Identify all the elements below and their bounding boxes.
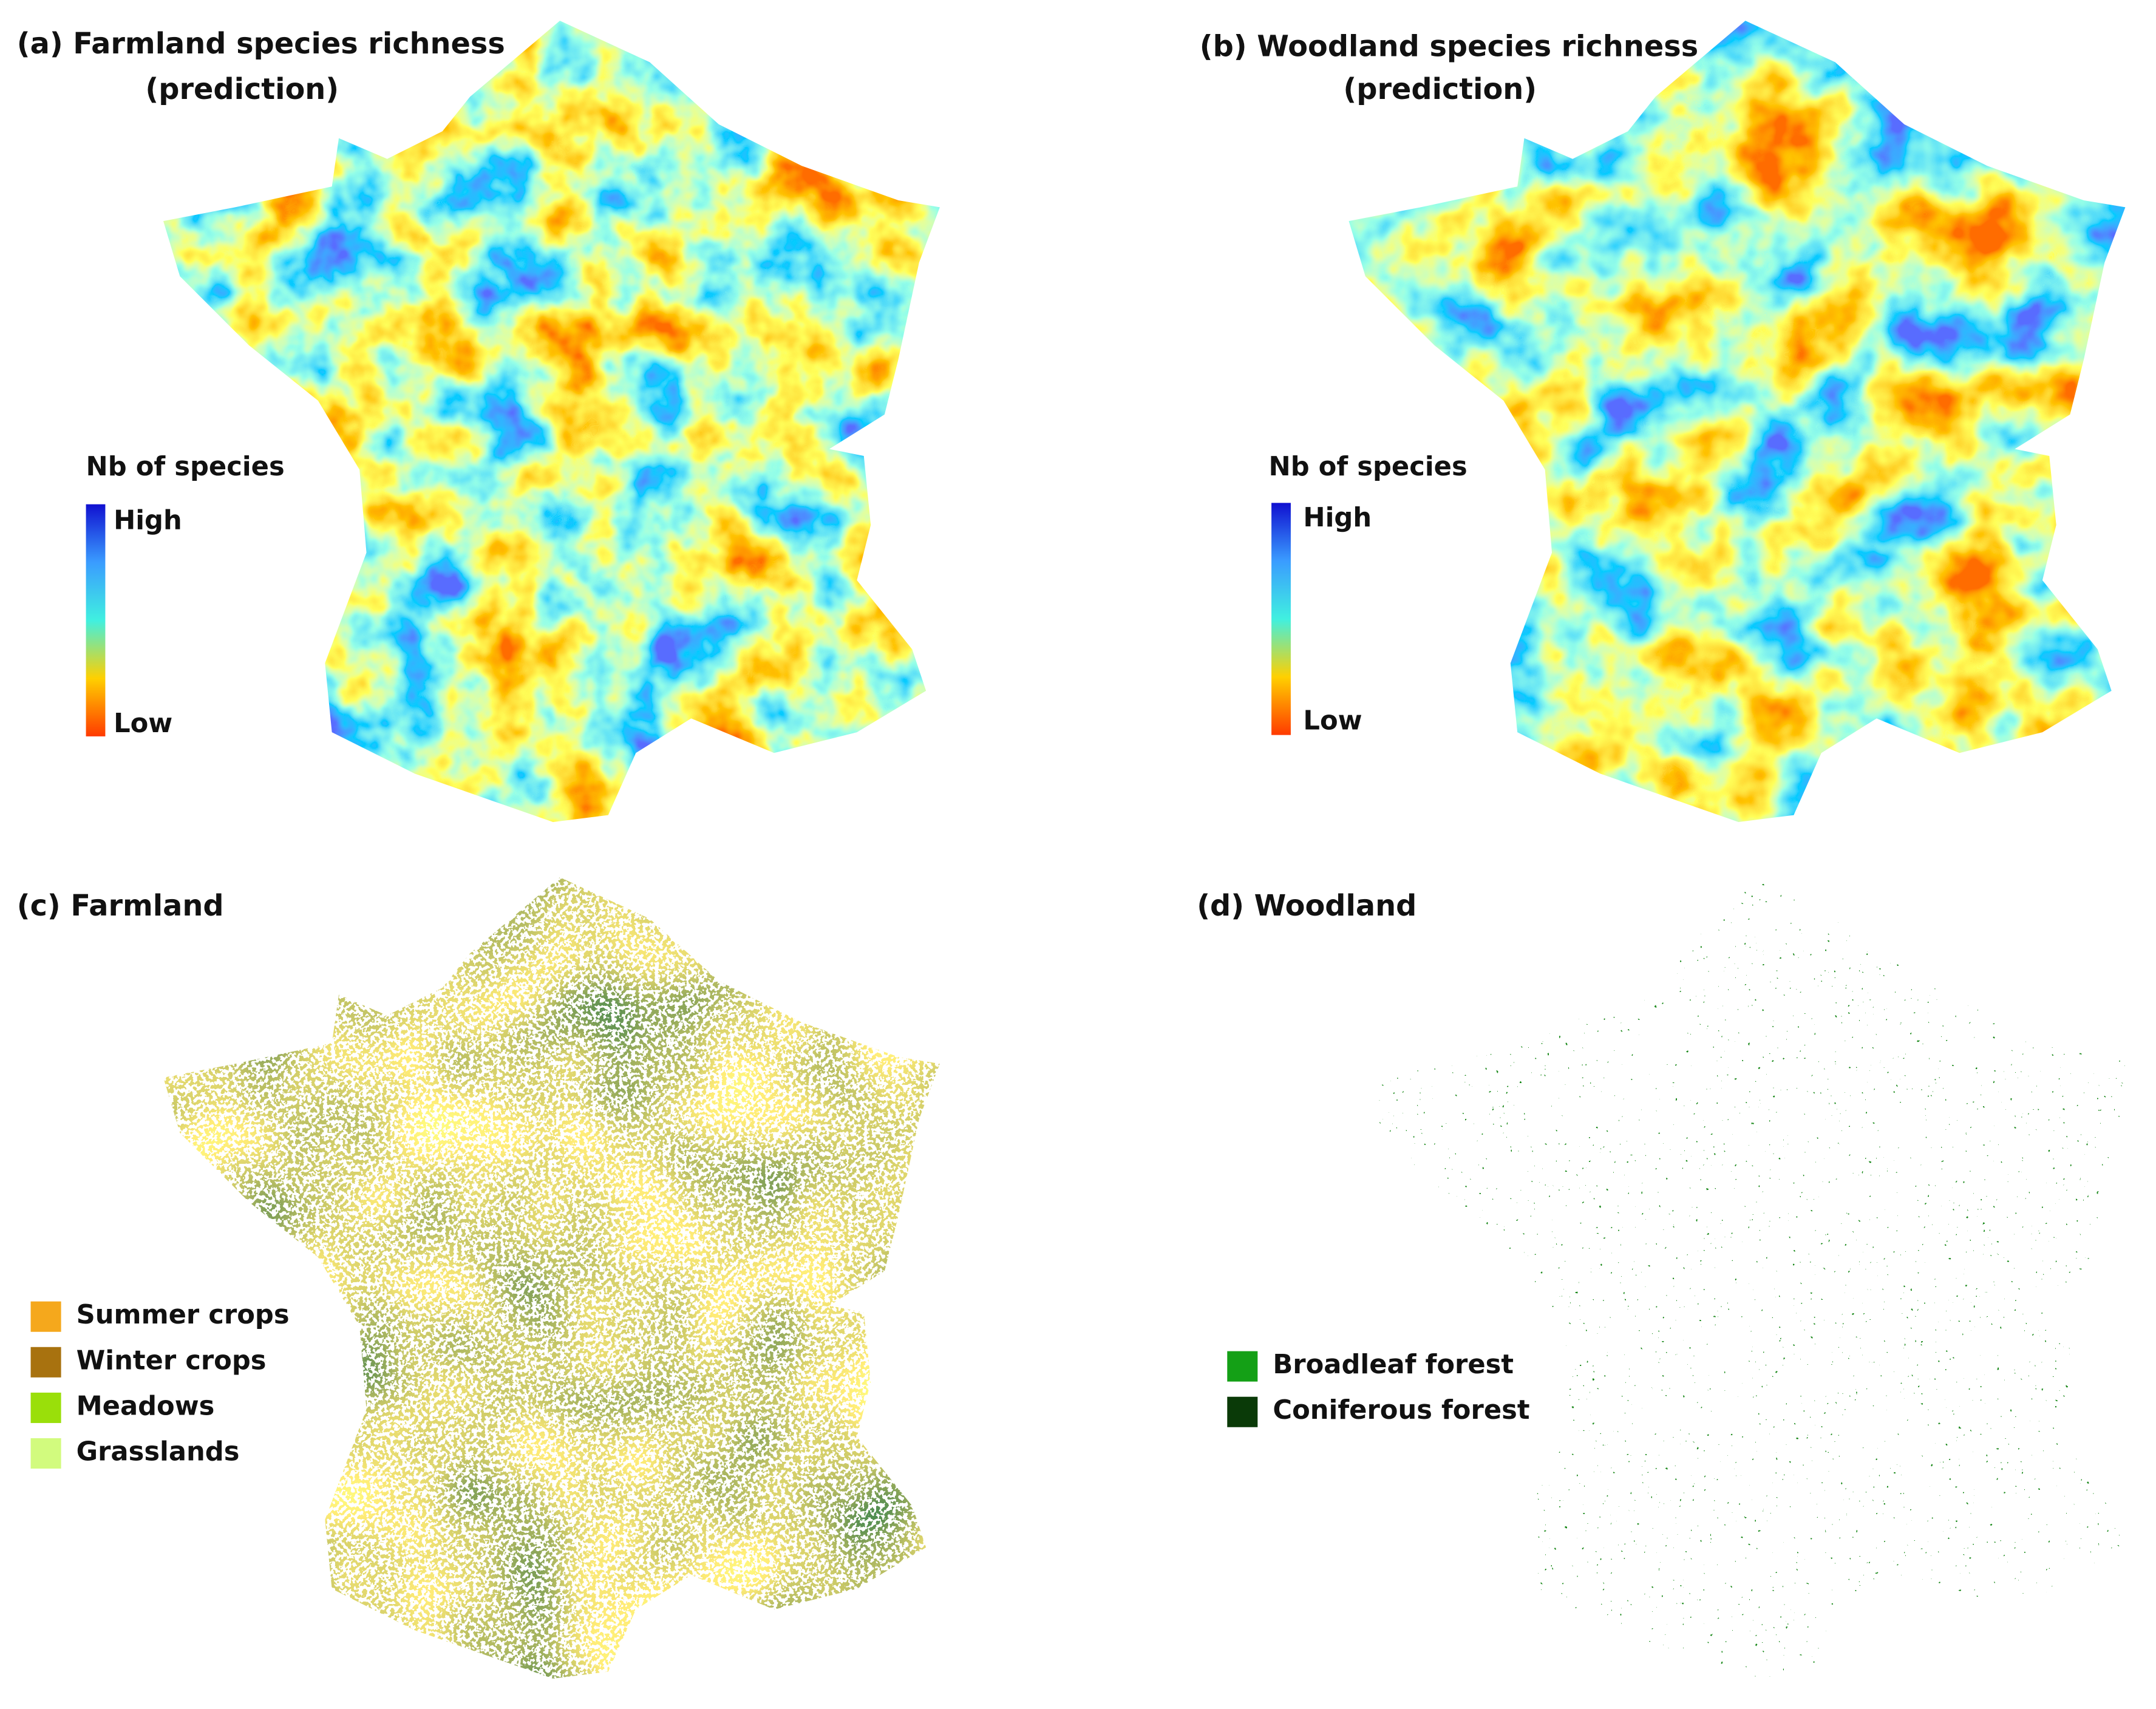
legend-swatch [30,1438,61,1469]
legend-label: Meadows [77,1391,215,1421]
legend: Summer crops Winter crops Meadows Grassland… [30,1300,290,1469]
colorbar [1271,503,1291,735]
legend: Broadleaf forest Coniferous forest [1227,1350,1530,1427]
panel-a: (a) Farmland species richness (predictio… [17,21,940,823]
panel-c: (c) Farmland Summer crops Winter crops Mea… [17,877,940,1679]
panel-title: (c) Farmland [17,889,224,923]
landcover-map [163,877,940,1679]
legend-swatch [30,1347,61,1378]
legend-label: Coniferous forest [1273,1395,1529,1425]
panel-d: (d) Woodland Broadleaf forest Coniferous … [1197,877,2142,1679]
panel-title: (d) Woodland [1197,889,1416,923]
legend-swatch [1227,1351,1258,1382]
legend-label: Grasslands [77,1437,240,1467]
legend-low: Low [114,708,172,739]
legend-title: Nb of species [86,452,285,482]
panel-subtitle: (prediction) [145,73,339,106]
legend-swatch [30,1301,61,1332]
legend-label: Winter crops [77,1345,267,1376]
panel-title: (b) Woodland species richness [1200,30,1698,64]
landcover-map [1365,877,2142,1679]
legend-swatch [30,1392,61,1423]
legend-title: Nb of species [1269,452,1467,482]
colorbar [86,504,106,736]
legend-swatch [1227,1396,1258,1427]
legend-label: Broadleaf forest [1273,1350,1514,1380]
legend-low: Low [1303,706,1362,736]
panel-title: (a) Farmland species richness [17,27,505,61]
legend-label: Summer crops [77,1300,290,1330]
panel-b: (b) Woodland species richness (predictio… [1200,21,2126,823]
richness-map [1348,21,2126,823]
legend-high: High [1303,503,1372,533]
richness-map [163,21,940,823]
panel-subtitle: (prediction) [1343,73,1537,106]
legend-high: High [114,506,182,536]
